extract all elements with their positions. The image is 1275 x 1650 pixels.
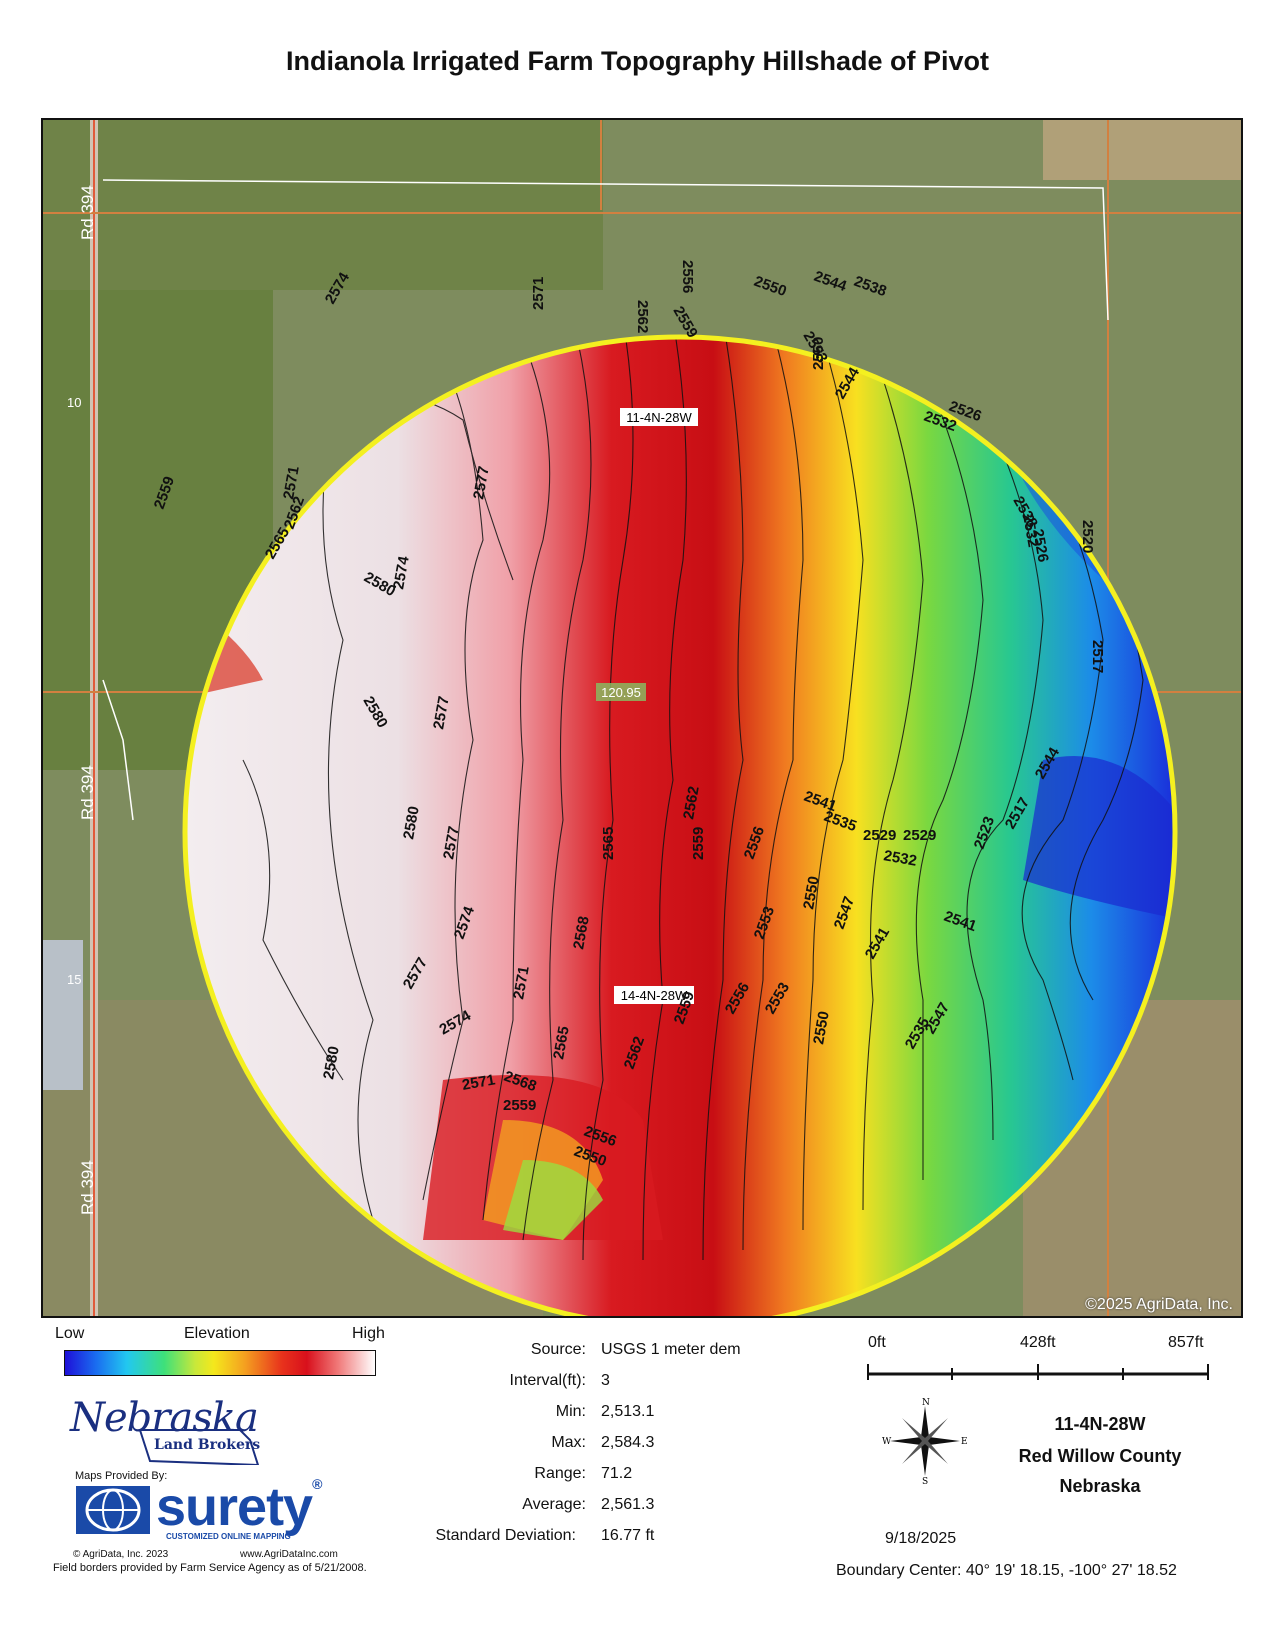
contour-label: 2577	[470, 465, 493, 501]
contour-label: 2559	[690, 827, 707, 860]
compass-w: W	[882, 1437, 892, 1447]
acreage-label: 120.95	[601, 685, 641, 700]
interval-label: Interval(ft):	[509, 1372, 586, 1389]
contour-label: 2517	[1089, 640, 1106, 673]
contour-label: 2562	[680, 785, 703, 821]
range-label: Range:	[534, 1465, 586, 1482]
section-number: 10	[67, 395, 81, 410]
contour-label: 2571	[530, 277, 547, 310]
max-label: Max:	[551, 1434, 586, 1451]
topography-map[interactable]: Rd 394 Rd 394 Rd 394 10 15 11-4N-28W 14-…	[41, 118, 1243, 1318]
std-dev-label: Standard Deviation:	[435, 1527, 576, 1544]
source-value: USGS 1 meter dem	[601, 1341, 741, 1358]
globe-icon	[76, 1486, 150, 1534]
field-border	[102, 679, 134, 821]
max-value: 2,584.3	[601, 1434, 655, 1451]
acreage-label-bg	[596, 683, 646, 701]
compass-s: S	[922, 1477, 928, 1484]
contour-label: 2550	[810, 337, 827, 370]
contour-label: 2565	[550, 1025, 573, 1061]
std-dev-value: 16.77 ft	[601, 1527, 655, 1544]
contour-label: 2574	[390, 554, 413, 590]
scale-label-mid: 428ft	[1020, 1334, 1056, 1351]
contour-label: 2526	[1029, 528, 1052, 564]
contour-label: 2529	[903, 827, 936, 844]
section-number: 15	[67, 972, 81, 987]
land-brokers-text: Land Brokers	[154, 1437, 261, 1453]
plss-label-bg	[620, 408, 698, 426]
map-canvas: Rd 394 Rd 394 Rd 394 10 15 11-4N-28W 14-…	[43, 120, 1241, 1316]
surety-tagline: CUSTOMIZED ONLINE MAPPING	[166, 1532, 291, 1541]
contour-label: 2571	[280, 465, 303, 501]
contour-label: 2529	[863, 827, 896, 844]
contour-label: 2532	[1019, 513, 1042, 549]
plss-label-bg	[614, 986, 694, 1004]
contour-label: 2559	[503, 1097, 536, 1114]
location-county: Red Willow County	[1018, 1446, 1182, 1466]
map-copyright: ©2025 AgriData, Inc.	[1085, 1296, 1233, 1313]
field-patch	[43, 120, 603, 290]
average-value: 2,561.3	[601, 1496, 655, 1513]
road-label: Rd 394	[78, 765, 97, 820]
contour-label: 2532	[882, 847, 918, 870]
contour-label: 2568	[570, 915, 593, 951]
nebraska-land-brokers-logo: Nebraska Land Brokers	[70, 1395, 270, 1465]
scale-label-0: 0ft	[868, 1334, 886, 1351]
plss-label: 14-4N-28W	[621, 988, 688, 1003]
contour-lines	[242, 337, 1144, 1261]
map-title: Indianola Irrigated Farm Topography Hill…	[285, 46, 990, 76]
legend-elevation-label: Elevation	[184, 1325, 250, 1342]
field-borders-note: Field borders provided by Farm Service A…	[53, 1562, 367, 1574]
plss-label: 11-4N-28W	[626, 410, 692, 425]
agridata-copyright: © AgriData, Inc. 2023	[73, 1549, 169, 1560]
contour-label: 2520	[1079, 520, 1096, 553]
elevation-color-ramp	[64, 1350, 376, 1376]
compass-e: E	[961, 1437, 968, 1447]
maps-provided-by: Maps Provided By:	[75, 1470, 168, 1482]
road-label: Rd 394	[78, 185, 97, 240]
map-date: 9/18/2025	[885, 1530, 957, 1547]
compass-n: N	[922, 1398, 930, 1408]
contour-label: 2580	[320, 1045, 343, 1081]
location-section: 11-4N-28W	[1054, 1414, 1146, 1434]
contour-label: 2550	[810, 1010, 833, 1046]
contour-label: 2580	[400, 805, 423, 841]
contour-label: 2571	[510, 965, 533, 1001]
field-patch	[1043, 120, 1241, 180]
nebraska-outline-icon	[138, 1429, 260, 1465]
building	[43, 940, 83, 1090]
contour-label: 2565	[600, 827, 617, 860]
nebraska-wordmark: Nebraska	[70, 1395, 259, 1441]
contour-label: 2571	[461, 1071, 497, 1094]
legend-low-label: Low	[55, 1325, 85, 1342]
contour-label: 2577	[430, 695, 453, 731]
contour-label: 2562	[634, 300, 651, 333]
average-label: Average:	[522, 1496, 586, 1513]
road-label: Rd 394	[78, 1160, 97, 1215]
surety-logo: surety® CUSTOMIZED ONLINE MAPPING	[74, 1476, 354, 1544]
contour-label: 2550	[800, 875, 823, 911]
boundary-center: Boundary Center: 40° 19' 18.15, -100° 27…	[836, 1562, 1177, 1579]
interval-value: 3	[601, 1372, 610, 1389]
range-value: 71.2	[601, 1465, 633, 1482]
agridata-url: www.AgriDataInc.com	[240, 1549, 338, 1560]
scale-bar	[867, 1364, 1209, 1380]
contour-label: 2577	[440, 825, 463, 861]
source-label: Source:	[530, 1341, 586, 1358]
min-label: Min:	[555, 1403, 586, 1420]
registered-mark: ®	[312, 1476, 322, 1492]
legend-high-label: High	[352, 1325, 385, 1342]
field-border	[102, 179, 1109, 321]
pivot-boundary[interactable]	[182, 334, 1178, 1316]
location-state: Nebraska	[1059, 1476, 1141, 1496]
min-value: 2,513.1	[601, 1403, 655, 1420]
compass-rose-icon: N S W E	[882, 1398, 968, 1484]
contour-label: 2556	[679, 260, 696, 293]
surety-wordmark: surety®	[156, 1476, 322, 1537]
scale-label-end: 857ft	[1168, 1334, 1204, 1351]
